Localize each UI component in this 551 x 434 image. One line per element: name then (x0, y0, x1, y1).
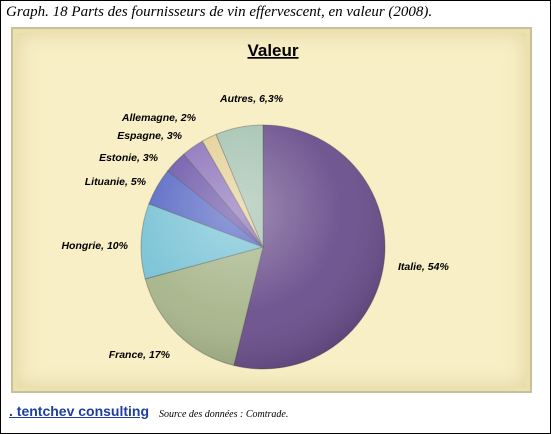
chart-title: Valeur (247, 41, 298, 60)
slice-label: Lituanie, 5% (85, 176, 147, 188)
slice-label: Italie, 54% (398, 261, 449, 273)
slice-label: Espagne, 3% (117, 130, 182, 142)
slice-label: Hongrie, 10% (61, 240, 128, 252)
slice-label: Estonie, 3% (99, 152, 159, 164)
slice-label: Autres, 6,3% (219, 93, 284, 105)
source-note: Source des données : Comtrade. (159, 409, 289, 420)
slice-label: Allemagne, 2% (121, 112, 197, 124)
figure-caption: Graph. 18 Parts des fournisseurs de vin … (6, 4, 433, 20)
slice-label: France, 17% (109, 349, 171, 361)
brand-link[interactable]: . tentchev consulting (9, 403, 150, 419)
